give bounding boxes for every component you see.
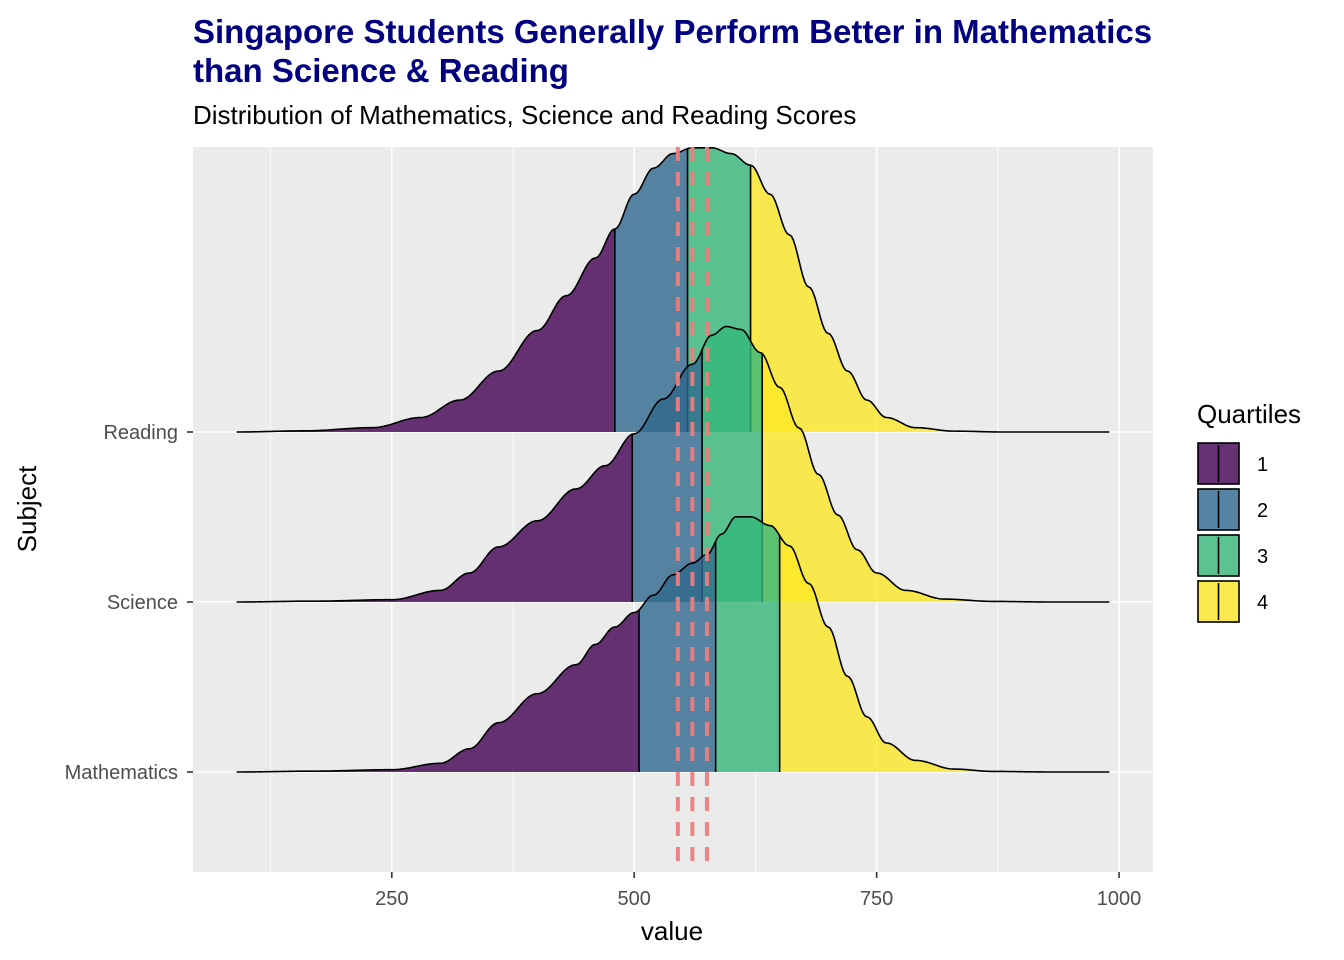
quartile-4-area <box>750 165 1110 432</box>
legend-label: 3 <box>1257 546 1268 568</box>
x-tick-label: 750 <box>860 888 893 910</box>
y-tick-label-reading: Reading <box>103 422 178 444</box>
quartile-2-area <box>614 148 688 432</box>
legend-label: 2 <box>1257 500 1268 522</box>
x-axis: 250 500 750 1000 <box>375 872 1141 910</box>
y-axis: Reading Science Mathematics <box>65 422 193 784</box>
reference-lines <box>675 147 709 872</box>
quartile-1-area <box>236 229 615 432</box>
density-outline <box>236 147 1110 433</box>
quartile-4-area <box>762 353 1110 602</box>
y-tick-label-mathematics: Mathematics <box>65 762 178 784</box>
quartile-4-area <box>779 535 1110 772</box>
x-tick-label: 1000 <box>1097 888 1142 910</box>
density-ridges <box>236 147 1110 773</box>
legend-item-1: 1 <box>1197 442 1268 485</box>
legend-label: 1 <box>1257 454 1268 476</box>
legend: Quartiles 1 2 3 4 <box>1197 399 1301 623</box>
x-tick-label: 250 <box>375 888 408 910</box>
quartile-2-area <box>632 349 703 602</box>
y-tick-label-science: Science <box>107 592 178 614</box>
quartile-3-area <box>715 516 780 772</box>
legend-item-4: 4 <box>1197 580 1268 623</box>
legend-item-2: 2 <box>1197 488 1268 531</box>
x-axis-title: value <box>641 916 703 946</box>
chart-subtitle: Distribution of Mathematics, Science and… <box>193 100 857 130</box>
chart-title: Singapore Students Generally Perform Bet… <box>193 13 1153 89</box>
density-outline <box>236 516 1110 773</box>
legend-label: 4 <box>1257 592 1268 614</box>
legend-title: Quartiles <box>1197 399 1301 429</box>
density-outline <box>236 325 1110 603</box>
y-axis-title: Subject <box>12 465 42 552</box>
quartile-1-area <box>236 609 640 772</box>
x-tick-label: 500 <box>618 888 651 910</box>
legend-item-3: 3 <box>1197 534 1268 577</box>
quartile-1-area <box>236 434 633 602</box>
